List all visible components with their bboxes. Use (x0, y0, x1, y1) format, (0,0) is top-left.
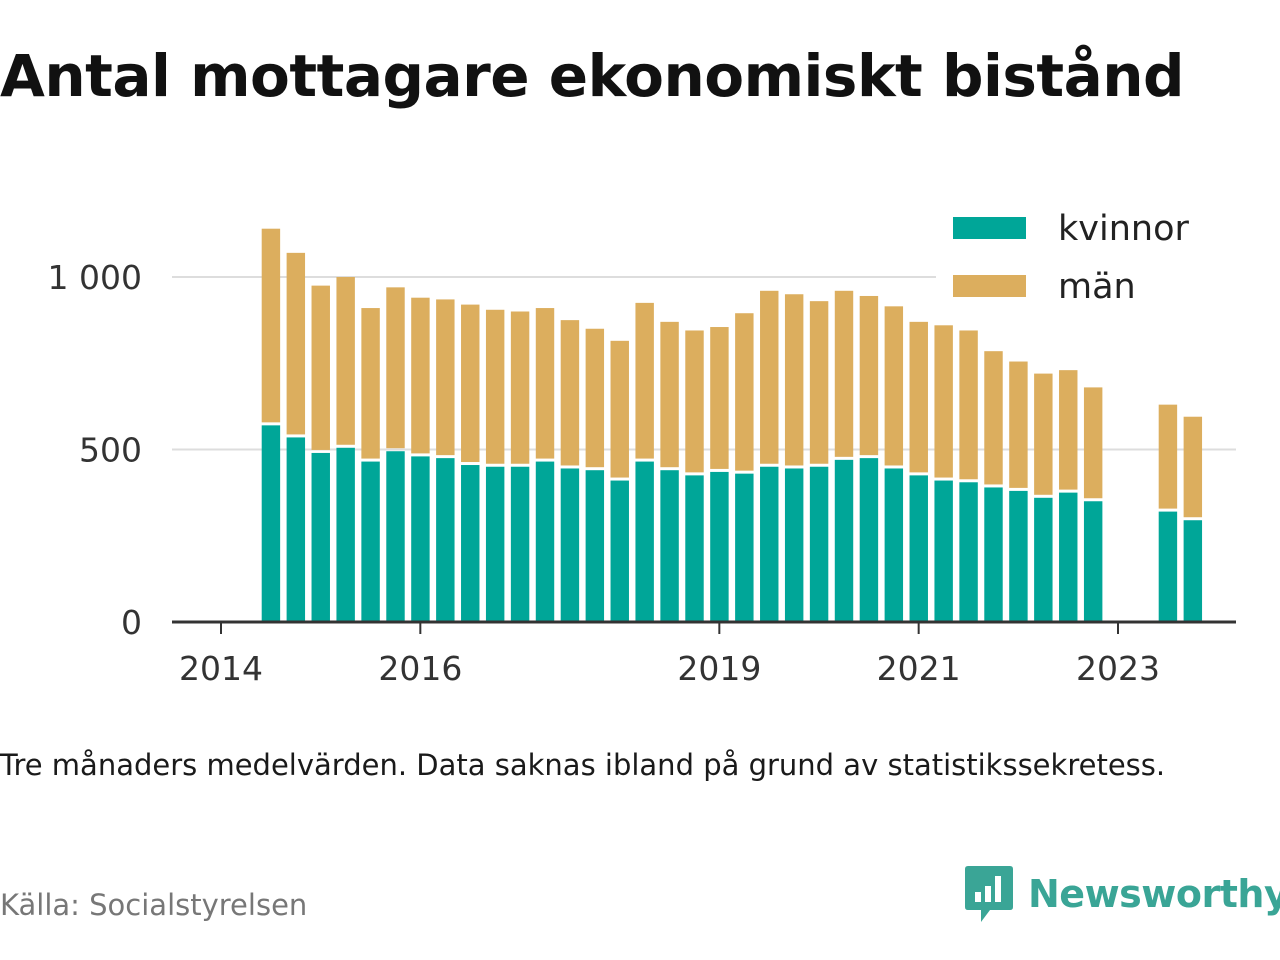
bar-kvinnor-2023-07 (1183, 520, 1203, 622)
bar-kvinnor-2014-04 (261, 425, 281, 622)
bar-man-2015-04 (361, 308, 380, 459)
bar-kvinnor-2019-10 (809, 466, 829, 622)
bar-kvinnor-2015-10 (411, 456, 430, 622)
bar-man-2018-04 (660, 321, 679, 468)
chart-note: Tre månaders medelvärden. Data saknas ib… (0, 748, 1166, 782)
bar-man-2023-07 (1183, 416, 1203, 518)
bar-man-2021-07 (984, 351, 1003, 485)
bar-man-2019-04 (760, 290, 779, 464)
bar-man-2022-04 (1059, 370, 1078, 490)
y-tick-label-500: 500 (79, 431, 142, 470)
bar-man-2019-07 (784, 294, 804, 466)
newsworthy-logo: Newsworthy (964, 862, 1280, 926)
x-tick-label-2019: 2019 (677, 649, 761, 688)
bar-kvinnor-2020-01 (834, 459, 854, 622)
bar-man-2021-01 (934, 325, 953, 478)
bar-kvinnor-2016-01 (436, 458, 455, 622)
legend-label-kvinnor: kvinnor (1058, 209, 1189, 249)
legend-label-man: män (1058, 267, 1136, 307)
legend: kvinnor män (936, 204, 1240, 308)
x-tick-label-2023: 2023 (1076, 649, 1160, 688)
bar-kvinnor-2019-07 (784, 468, 804, 622)
bar-man-2015-07 (386, 287, 405, 449)
bar-man-2016-10 (510, 311, 530, 464)
bar-man-2014-07 (286, 252, 306, 435)
bar-man-2015-10 (411, 297, 430, 454)
bar-kvinnor-2021-10 (1009, 490, 1028, 622)
speech-bubble-chart-icon (965, 866, 1013, 922)
bar-kvinnor-2022-01 (1034, 497, 1053, 622)
bar-man-2017-07 (585, 328, 605, 468)
bar-kvinnor-2021-04 (959, 482, 978, 622)
bar-man-2023-04 (1158, 404, 1178, 509)
bar-man-2020-10 (909, 321, 928, 473)
bar-kvinnor-2018-04 (660, 470, 679, 622)
bar-kvinnor-2022-07 (1083, 501, 1103, 622)
bar-man-2017-01 (535, 308, 555, 459)
legend-swatch-man (953, 275, 1026, 297)
bar-kvinnor-2016-04 (461, 465, 480, 622)
bar-kvinnor-2014-07 (286, 437, 306, 622)
bar-man-2017-10 (610, 340, 629, 478)
bar-man-2014-04 (261, 228, 281, 423)
bar-man-2019-10 (809, 301, 829, 464)
axes: 2014 2016 2019 2021 2023 0 500 1 000 (48, 258, 1236, 688)
bar-man-2021-04 (959, 330, 978, 480)
chart-title: Antal mottagare ekonomiskt bistånd (0, 42, 1185, 110)
bar-kvinnor-2019-01 (735, 473, 754, 622)
bar-man-2021-10 (1009, 361, 1028, 488)
bar-chart: 2014 2016 2019 2021 2023 0 500 1 000 kvinnor mä… (47, 204, 1240, 688)
bar-kvinnor-2023-04 (1158, 511, 1178, 622)
bar-man-2022-07 (1083, 387, 1103, 499)
bar-man-2016-01 (436, 299, 455, 456)
bar-man-2020-07 (884, 306, 904, 466)
bar-man-2015-01 (336, 277, 355, 445)
bar-kvinnor-2021-01 (934, 480, 953, 622)
bar-kvinnor-2018-01 (635, 461, 654, 622)
bar-man-2022-01 (1034, 373, 1053, 495)
bar-kvinnor-2015-07 (386, 451, 405, 622)
y-tick-label-0: 0 (121, 603, 142, 642)
bar-man-2019-01 (735, 313, 754, 471)
bar-kvinnor-2020-07 (884, 468, 904, 622)
bar-man-2018-01 (635, 302, 654, 459)
bar-kvinnor-2022-04 (1059, 492, 1078, 622)
bar-kvinnor-2015-04 (361, 461, 380, 622)
x-tick-label-2016: 2016 (378, 649, 462, 688)
bar-kvinnor-2020-10 (909, 475, 928, 622)
bar-kvinnor-2018-10 (710, 471, 729, 622)
bar-kvinnor-2021-07 (984, 487, 1003, 622)
source-credit: Källa: Socialstyrelsen (0, 888, 308, 922)
bar-kvinnor-2020-04 (859, 458, 879, 622)
bar-kvinnor-2016-10 (510, 466, 530, 622)
x-tick-label-2014: 2014 (179, 649, 263, 688)
bar-kvinnor-2017-10 (610, 480, 629, 622)
bar-man-2018-10 (710, 327, 729, 469)
bars (261, 228, 1203, 622)
bar-kvinnor-2019-04 (760, 466, 779, 622)
bar-kvinnor-2017-01 (535, 461, 555, 622)
bar-kvinnor-2017-04 (560, 468, 580, 622)
bar-man-2016-04 (461, 304, 480, 463)
bar-kvinnor-2015-01 (336, 447, 355, 622)
x-tick-label-2021: 2021 (877, 649, 961, 688)
bar-kvinnor-2014-10 (311, 452, 330, 622)
bar-kvinnor-2017-07 (585, 470, 605, 622)
legend-swatch-kvinnor (953, 217, 1026, 239)
bar-man-2016-07 (485, 309, 505, 464)
bar-man-2020-01 (834, 290, 854, 457)
bar-kvinnor-2018-07 (685, 475, 704, 622)
brand-name: Newsworthy (1028, 872, 1280, 916)
bar-man-2020-04 (859, 295, 879, 456)
bar-kvinnor-2016-07 (485, 466, 505, 622)
bar-man-2014-10 (311, 285, 330, 450)
bar-man-2018-07 (685, 330, 704, 473)
y-tick-label-1000: 1 000 (48, 258, 142, 297)
bar-man-2017-04 (560, 320, 580, 466)
